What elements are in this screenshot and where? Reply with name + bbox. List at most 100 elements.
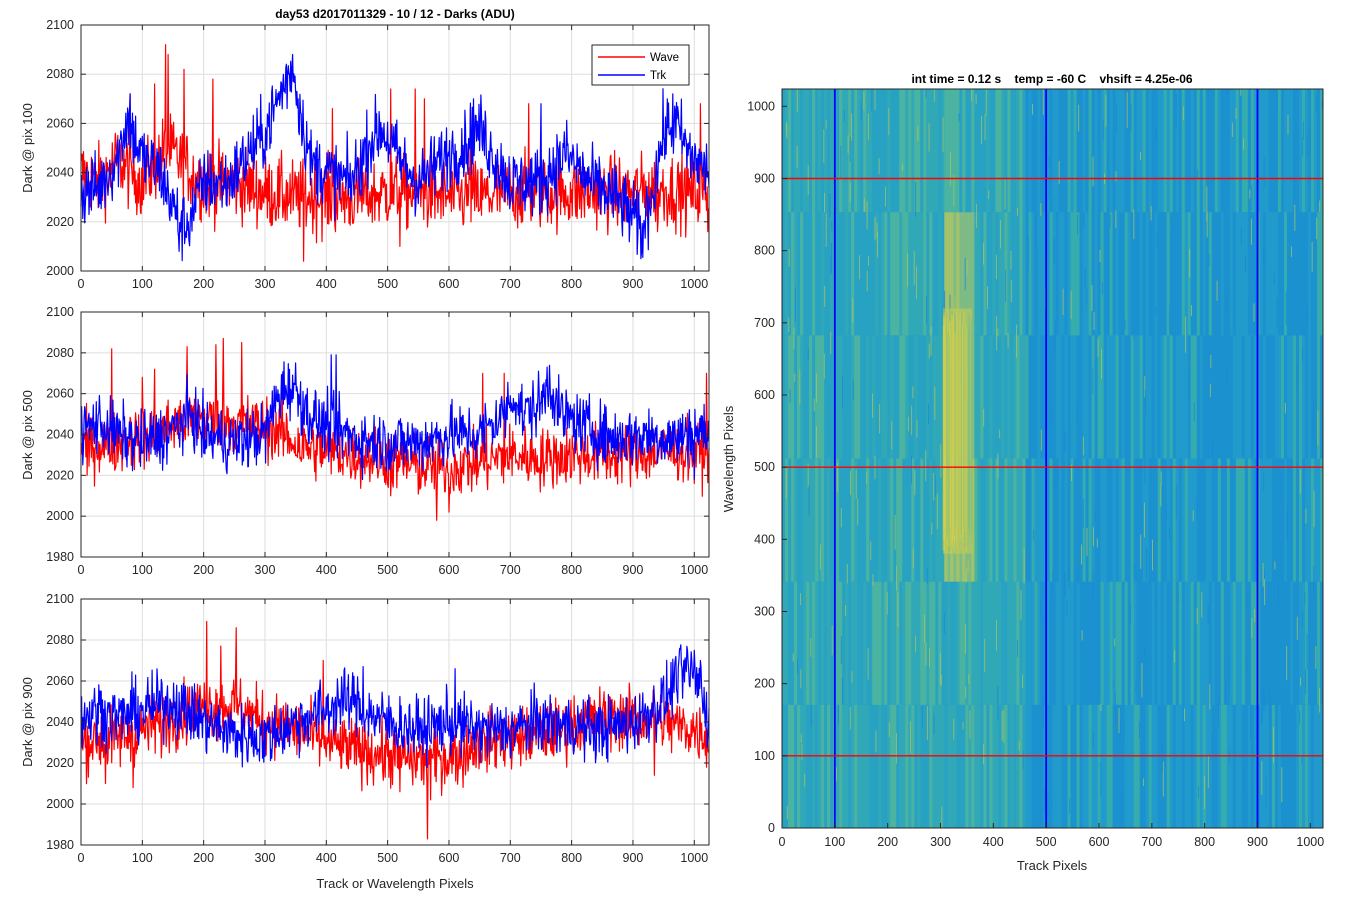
- heatmap-cell: [1154, 458, 1159, 582]
- heatmap-cell: [872, 89, 876, 213]
- heatmap-cell: [1178, 89, 1183, 213]
- heatmap-y-tick-label: 900: [754, 171, 775, 185]
- heatmap-cell: [1301, 212, 1306, 336]
- heatmap-cell: [1301, 89, 1306, 213]
- heatmap-cell: [1313, 581, 1318, 705]
- heatmap-cell: [818, 335, 822, 459]
- heatmap-cell: [785, 89, 789, 213]
- heatmap-cell: [974, 89, 978, 213]
- heatmap-cell: [986, 89, 990, 213]
- y-tick-label: 2000: [46, 264, 74, 278]
- heatmap-cell: [794, 212, 798, 336]
- heatmap-cell: [1283, 212, 1288, 336]
- x-tick-label: 1000: [680, 563, 708, 577]
- heatmap-cell: [959, 581, 963, 705]
- heatmap-cell: [1025, 212, 1029, 336]
- heatmap-cell: [935, 581, 939, 705]
- heatmap-cell: [1031, 704, 1035, 828]
- heatmap-cell: [974, 704, 978, 828]
- heatmap-cell: [1070, 458, 1074, 582]
- heatmap-cell: [1043, 212, 1047, 336]
- heatmap-cell: [1082, 335, 1086, 459]
- heatmap-cell: [1064, 89, 1068, 213]
- heatmap-cell: [1304, 335, 1309, 459]
- heatmap-cell: [1148, 581, 1153, 705]
- heatmap-cell: [1028, 335, 1032, 459]
- heatmap-cell: [1289, 335, 1294, 459]
- y-tick-label: 2000: [46, 797, 74, 811]
- heatmap-cell: [1178, 212, 1183, 336]
- heatmap-cell: [896, 89, 900, 213]
- heatmap-cell: [1217, 458, 1222, 582]
- heatmap-cell: [1067, 212, 1071, 336]
- heatmap-cell: [866, 704, 870, 828]
- heatmap-cell: [965, 89, 969, 213]
- heatmap-cell: [878, 212, 882, 336]
- x-tick-label: 600: [439, 563, 460, 577]
- heatmap-cell: [947, 212, 951, 336]
- heatmap-cell: [905, 335, 909, 459]
- heatmap-cell: [1103, 212, 1107, 336]
- heatmap-cell: [1298, 458, 1303, 582]
- heatmap-cell: [944, 704, 948, 828]
- heatmap-cell: [1247, 458, 1252, 582]
- heatmap-cell: [1202, 335, 1207, 459]
- heatmap-cell: [1178, 704, 1183, 828]
- heatmap-cell: [1037, 335, 1041, 459]
- heatmap-cell: [1154, 212, 1159, 336]
- heatmap-cell: [794, 704, 798, 828]
- heatmap-cell: [1097, 581, 1101, 705]
- heatmap-cell: [1232, 458, 1237, 582]
- heatmap-cell: [1247, 212, 1252, 336]
- heatmap-cell: [797, 212, 801, 336]
- heatmap-cell: [836, 458, 840, 582]
- heatmap-cell: [881, 335, 885, 459]
- heatmap-cell: [1292, 212, 1297, 336]
- heatmap-cell: [1085, 212, 1089, 336]
- heatmap-cell: [1025, 458, 1029, 582]
- heatmap-cell: [1079, 581, 1083, 705]
- heatmap-cell: [866, 89, 870, 213]
- heatmap-cell: [863, 458, 867, 582]
- heatmap-cell: [998, 704, 1002, 828]
- heatmap-cell: [983, 704, 987, 828]
- heatmap-cell: [887, 581, 891, 705]
- heatmap-cell: [899, 581, 903, 705]
- heatmap-cell: [1280, 89, 1285, 213]
- heatmap-cell: [1181, 89, 1186, 213]
- heatmap-cell: [926, 458, 930, 582]
- heatmap-cell: [1175, 581, 1180, 705]
- heatmap-cell: [1028, 704, 1032, 828]
- heatmap-cell: [1319, 335, 1324, 459]
- heatmap-x-tick-label: 800: [1194, 835, 1215, 849]
- heatmap-cell: [1244, 458, 1249, 582]
- heatmap-cell: [1220, 212, 1225, 336]
- heatmap-cell: [1280, 581, 1285, 705]
- heatmap-cell: [1022, 704, 1026, 828]
- heatmap-cell: [1109, 89, 1114, 213]
- heatmap-cell: [1082, 581, 1086, 705]
- heatmap-x-tick-label: 500: [1036, 835, 1057, 849]
- heatmap-cell: [1172, 704, 1177, 828]
- heatmap-cell: [1025, 335, 1029, 459]
- heatmap-cell: [923, 458, 927, 582]
- heatmap-cell: [1169, 89, 1174, 213]
- heatmap-cell: [1298, 704, 1303, 828]
- heatmap-cell: [1223, 89, 1228, 213]
- heatmap-cell: [899, 458, 903, 582]
- heatmap-cell: [842, 458, 846, 582]
- heatmap-cell: [890, 581, 894, 705]
- heatmap-cell: [1196, 335, 1201, 459]
- heatmap-cell: [884, 335, 888, 459]
- heatmap-cell: [1058, 704, 1062, 828]
- heatmap-cell: [935, 704, 939, 828]
- heatmap-cell: [1067, 458, 1071, 582]
- heatmap-cell: [1151, 581, 1156, 705]
- ylabel-pix-100: Dark @ pix 100: [20, 103, 35, 193]
- heatmap-cell: [842, 89, 846, 213]
- heatmap-cell: [908, 581, 912, 705]
- heatmap-cell: [911, 581, 915, 705]
- heatmap-cell: [875, 89, 879, 213]
- heatmap-cell: [1031, 458, 1035, 582]
- heatmap-cell: [1184, 212, 1189, 336]
